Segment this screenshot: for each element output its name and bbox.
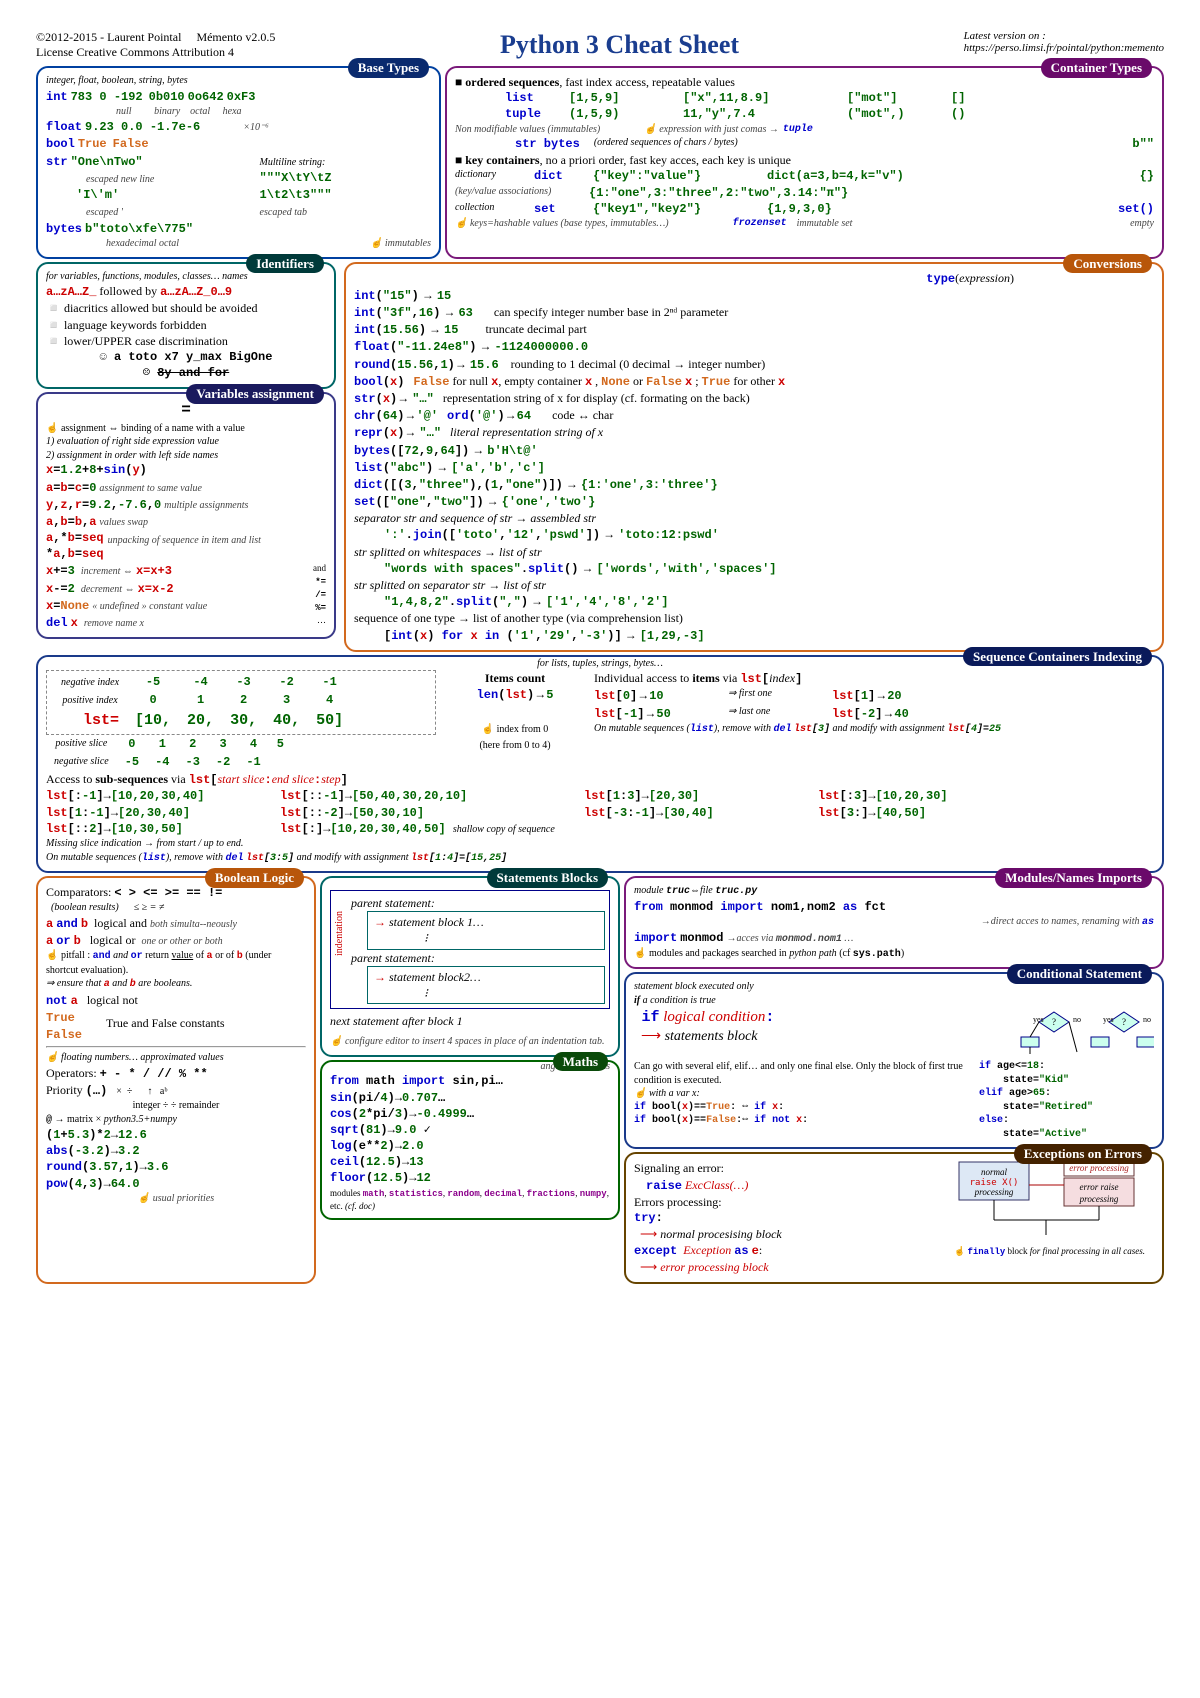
- svg-text:error processing: error processing: [1069, 1163, 1129, 1173]
- svg-text:normal: normal: [981, 1167, 1008, 1177]
- latest-label: Latest version on :: [964, 30, 1046, 42]
- copyright: ©2012-2015 - Laurent Pointal: [36, 30, 181, 44]
- modules-title: Modules/Names Imports: [995, 868, 1152, 888]
- stmt-title: Statements Blocks: [487, 868, 608, 888]
- boolean-title: Boolean Logic: [205, 868, 304, 888]
- maths-box: Maths angles in radians from math import…: [320, 1060, 620, 1220]
- header-right: Latest version on : https://perso.limsi.…: [964, 30, 1164, 54]
- stmt-box: Statements Blocks indentation parent sta…: [320, 876, 620, 1057]
- identifiers-title: Identifiers: [246, 254, 324, 274]
- boolean-box: Boolean Logic Comparators: < > <= >= == …: [36, 876, 316, 1284]
- flowchart-icon: ? yesno ? yesno: [1004, 1007, 1154, 1057]
- svg-text:?: ?: [1052, 1017, 1056, 1027]
- container-title: Container Types: [1041, 58, 1152, 78]
- page-title: Python 3 Cheat Sheet: [500, 30, 739, 60]
- svg-text:raise X(): raise X(): [970, 1178, 1019, 1188]
- seq-title: Sequence Containers Indexing: [963, 647, 1152, 667]
- int-line: int 783 0 -192 0b010 0o642 0xF3: [46, 88, 431, 105]
- exc-title: Exceptions on Errors: [1014, 1144, 1152, 1164]
- identifiers-box: Identifiers for variables, functions, mo…: [36, 262, 336, 390]
- cond-box: Conditional Statement statement block ex…: [624, 972, 1164, 1149]
- bool-line: bool True False: [46, 135, 431, 152]
- header-left: ©2012-2015 - Laurent Pointal Mémento v2.…: [36, 30, 275, 60]
- svg-text:?: ?: [1122, 1017, 1126, 1027]
- bytes-line: bytes b"toto\xfe\775": [46, 220, 431, 237]
- page-header: ©2012-2015 - Laurent Pointal Mémento v2.…: [36, 30, 1164, 60]
- svg-text:error raise: error raise: [1080, 1182, 1119, 1192]
- container-types-box: Container Types ■ ordered sequences, fas…: [445, 66, 1164, 259]
- seq-box: Sequence Containers Indexing for lists, …: [36, 655, 1164, 873]
- base-types-box: Base Types integer, float, boolean, stri…: [36, 66, 441, 259]
- vars-box: Variables assignment = ☝ assignment ⇔ bi…: [36, 392, 336, 639]
- cond-title: Conditional Statement: [1007, 964, 1152, 984]
- modules-box: Modules/Names Imports module truc⇔file t…: [624, 876, 1164, 969]
- conversions-title: Conversions: [1063, 254, 1152, 274]
- exc-box: Exceptions on Errors Signaling an error:…: [624, 1152, 1164, 1283]
- license: License Creative Commons Attribution 4: [36, 45, 234, 59]
- url: https://perso.limsi.fr/pointal/python:me…: [964, 42, 1164, 54]
- svg-text:processing: processing: [974, 1187, 1014, 1197]
- maths-title: Maths: [553, 1052, 608, 1072]
- float-line: float 9.23 0.0 -1.7e-6 ×10⁻⁶: [46, 118, 431, 135]
- svg-text:processing: processing: [1079, 1194, 1119, 1204]
- svg-text:no: no: [1143, 1015, 1151, 1024]
- svg-text:no: no: [1073, 1015, 1081, 1024]
- conversions-box: Conversions type(expression) int("15") →…: [344, 262, 1164, 652]
- version: Mémento v2.0.5: [196, 30, 275, 44]
- base-types-title: Base Types: [348, 58, 429, 78]
- svg-text:yes: yes: [1103, 1015, 1114, 1024]
- vars-title: Variables assignment: [186, 384, 324, 404]
- exc-flow-icon: normal processing raise X() error raise …: [954, 1160, 1154, 1240]
